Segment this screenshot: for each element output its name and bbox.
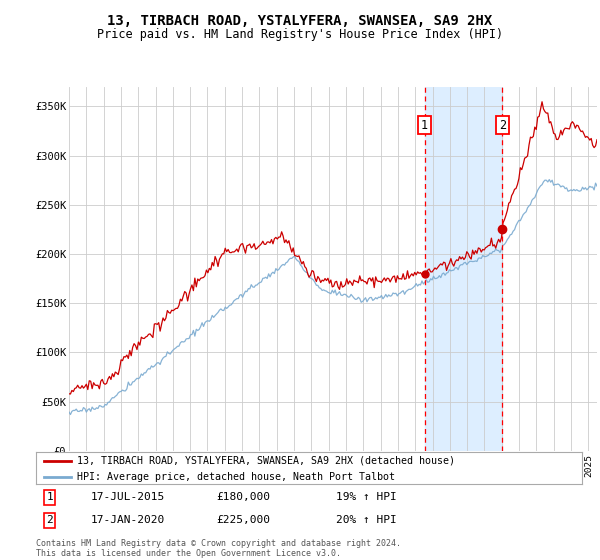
Text: 13, TIRBACH ROAD, YSTALYFERA, SWANSEA, SA9 2HX: 13, TIRBACH ROAD, YSTALYFERA, SWANSEA, S…: [107, 14, 493, 28]
Text: £180,000: £180,000: [216, 492, 270, 502]
Text: 1: 1: [46, 492, 53, 502]
Text: 17-JAN-2020: 17-JAN-2020: [91, 515, 165, 525]
Text: £225,000: £225,000: [216, 515, 270, 525]
Text: 2: 2: [46, 515, 53, 525]
Text: 19% ↑ HPI: 19% ↑ HPI: [337, 492, 397, 502]
Text: 13, TIRBACH ROAD, YSTALYFERA, SWANSEA, SA9 2HX (detached house): 13, TIRBACH ROAD, YSTALYFERA, SWANSEA, S…: [77, 456, 455, 466]
Text: Contains HM Land Registry data © Crown copyright and database right 2024.
This d: Contains HM Land Registry data © Crown c…: [36, 539, 401, 558]
Text: 2: 2: [499, 119, 506, 132]
Text: 20% ↑ HPI: 20% ↑ HPI: [337, 515, 397, 525]
Text: HPI: Average price, detached house, Neath Port Talbot: HPI: Average price, detached house, Neat…: [77, 472, 395, 482]
Text: 1: 1: [421, 119, 428, 132]
Text: Price paid vs. HM Land Registry's House Price Index (HPI): Price paid vs. HM Land Registry's House …: [97, 28, 503, 41]
Text: 17-JUL-2015: 17-JUL-2015: [91, 492, 165, 502]
Bar: [425, 87, 502, 451]
